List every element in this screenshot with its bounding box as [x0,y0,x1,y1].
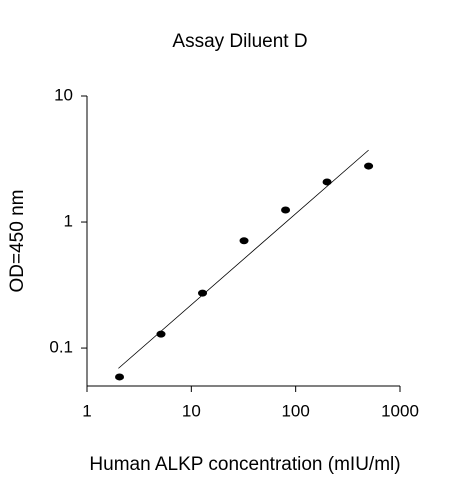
point [322,178,332,186]
x-tick-label: 100 [281,401,309,420]
point [281,206,291,214]
point [198,289,208,297]
x-tick-label: 10 [182,401,201,420]
point [115,373,125,381]
chart-title: Assay Diluent D [172,31,307,52]
point [364,162,374,170]
y-tick-label: 10 [54,85,73,104]
x-tick-label: 1 [82,401,91,420]
x-axis-label: Human ALKP concentration (mIU/ml) [89,454,400,475]
y-tick-label: 0.1 [49,338,73,357]
y-axis-label: OD=450 nm [7,190,28,293]
y-tick-label: 1 [64,212,73,231]
x-tick-label: 1000 [381,401,419,420]
point [239,237,249,245]
point [156,330,166,338]
